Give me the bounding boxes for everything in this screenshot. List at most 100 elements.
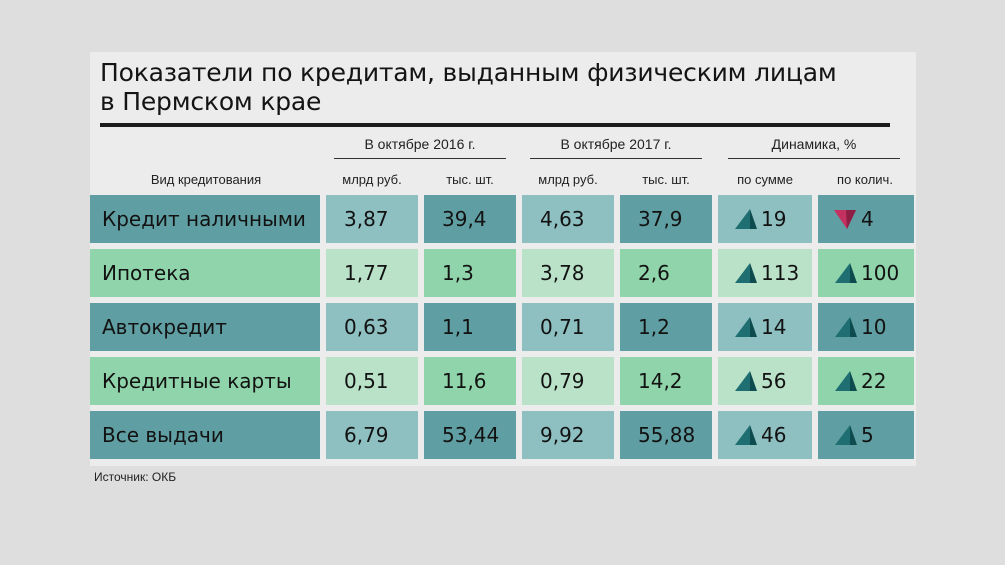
cell-v2016-mlrd: 0,63 — [326, 303, 418, 351]
triangle-up-icon — [835, 371, 857, 391]
cell-value: 1,3 — [442, 261, 474, 285]
header-group-2016: В октябре 2016 г. — [364, 136, 476, 152]
cell-v2016-tys: 53,44 — [424, 411, 516, 459]
cell-dyn-qty: 4 — [818, 195, 914, 243]
header-group-2017-rule — [530, 158, 702, 159]
title-underline — [100, 123, 890, 127]
table-row: Ипотека 1,77 1,3 3,78 2,6 113 100 — [90, 247, 916, 299]
cell-value: 55,88 — [638, 423, 696, 447]
cell-dyn-sum: 46 — [718, 411, 812, 459]
cell-dyn-sum: 19 — [718, 195, 812, 243]
header-2017-tys: тыс. шт. — [642, 172, 690, 187]
triangle-down-icon — [834, 210, 856, 229]
cell-value: Кредит наличными — [102, 207, 306, 231]
cell-value: 10 — [861, 315, 887, 339]
header-group-dynamics-rule — [728, 158, 900, 159]
triangle-up-icon — [735, 263, 757, 283]
table-row: Автокредит 0,63 1,1 0,71 1,2 14 10 — [90, 301, 916, 353]
cell-dyn-sum: 56 — [718, 357, 812, 405]
cell-value: Автокредит — [102, 315, 227, 339]
cell-dyn-qty: 100 — [818, 249, 914, 297]
cell-value: 46 — [761, 423, 787, 447]
source-note: Источник: ОКБ — [94, 470, 177, 484]
cell-value: 14 — [761, 315, 787, 339]
cell-name: Ипотека — [90, 249, 320, 297]
header-2017-mlrd: млрд руб. — [538, 172, 598, 187]
header-group-2016-rule — [334, 158, 506, 159]
header-group-dynamics: Динамика, % — [771, 136, 857, 152]
cell-value: 5 — [861, 423, 874, 447]
cell-name: Автокредит — [90, 303, 320, 351]
title-line-2: в Пермском крае — [100, 87, 322, 116]
cell-value: 6,79 — [344, 423, 389, 447]
cell-value: 4,63 — [540, 207, 585, 231]
cell-v2017-mlrd: 0,79 — [522, 357, 614, 405]
cell-value: 0,51 — [344, 369, 389, 393]
cell-value: 19 — [761, 207, 787, 231]
cell-name: Все выдачи — [90, 411, 320, 459]
cell-value: Ипотека — [102, 261, 191, 285]
header-row-label: Вид кредитования — [150, 172, 262, 187]
cell-value: 100 — [861, 261, 900, 285]
header-2016-mlrd: млрд руб. — [342, 172, 402, 187]
triangle-up-icon — [735, 317, 757, 337]
cell-value: Все выдачи — [102, 423, 224, 447]
cell-dyn-qty: 10 — [818, 303, 914, 351]
cell-v2017-mlrd: 3,78 — [522, 249, 614, 297]
triangle-up-icon — [735, 425, 757, 445]
triangle-up-icon — [735, 209, 757, 229]
cell-value: 22 — [861, 369, 887, 393]
triangle-up-icon — [735, 371, 757, 391]
cell-value: 2,6 — [638, 261, 670, 285]
cell-value: 1,1 — [442, 315, 474, 339]
cell-name: Кредит наличными — [90, 195, 320, 243]
cell-v2017-mlrd: 4,63 — [522, 195, 614, 243]
header-dyn-qty: по колич. — [837, 172, 893, 187]
cell-v2017-tys: 2,6 — [620, 249, 712, 297]
cell-value: 1,2 — [638, 315, 670, 339]
cell-v2016-mlrd: 1,77 — [326, 249, 418, 297]
triangle-up-icon — [835, 425, 857, 445]
cell-value: 0,71 — [540, 315, 585, 339]
cell-v2016-tys: 11,6 — [424, 357, 516, 405]
cell-value: 14,2 — [638, 369, 683, 393]
cell-value: 1,77 — [344, 261, 389, 285]
header-group-2017: В октябре 2017 г. — [560, 136, 672, 152]
cell-v2017-tys: 14,2 — [620, 357, 712, 405]
cell-v2016-mlrd: 0,51 — [326, 357, 418, 405]
cell-v2017-tys: 1,2 — [620, 303, 712, 351]
cell-value: 3,78 — [540, 261, 585, 285]
cell-v2017-mlrd: 9,92 — [522, 411, 614, 459]
cell-v2016-mlrd: 3,87 — [326, 195, 418, 243]
cell-value: 37,9 — [638, 207, 683, 231]
cell-value: 11,6 — [442, 369, 487, 393]
page-title: Показатели по кредитам, выданным физичес… — [100, 58, 880, 116]
cell-dyn-qty: 5 — [818, 411, 914, 459]
cell-v2017-mlrd: 0,71 — [522, 303, 614, 351]
header-dyn-sum: по сумме — [737, 172, 793, 187]
table-row: Кредитные карты 0,51 11,6 0,79 14,2 56 22 — [90, 355, 916, 407]
cell-v2017-tys: 55,88 — [620, 411, 712, 459]
cell-value: 53,44 — [442, 423, 500, 447]
triangle-up-icon — [835, 317, 857, 337]
triangle-up-icon — [835, 263, 857, 283]
cell-v2016-mlrd: 6,79 — [326, 411, 418, 459]
cell-value: 0,79 — [540, 369, 585, 393]
cell-v2016-tys: 39,4 — [424, 195, 516, 243]
cell-v2016-tys: 1,3 — [424, 249, 516, 297]
title-line-1: Показатели по кредитам, выданным физичес… — [100, 58, 837, 87]
cell-value: 113 — [761, 261, 800, 285]
cell-value: 3,87 — [344, 207, 389, 231]
cell-value: Кредитные карты — [102, 369, 292, 393]
cell-v2017-tys: 37,9 — [620, 195, 712, 243]
cell-v2016-tys: 1,1 — [424, 303, 516, 351]
cell-value: 4 — [861, 207, 874, 231]
table-row: Кредит наличными 3,87 39,4 4,63 37,9 19 4 — [90, 193, 916, 245]
cell-value: 0,63 — [344, 315, 389, 339]
cell-value: 56 — [761, 369, 787, 393]
cell-dyn-qty: 22 — [818, 357, 914, 405]
cell-value: 9,92 — [540, 423, 585, 447]
cell-dyn-sum: 14 — [718, 303, 812, 351]
table-row: Все выдачи 6,79 53,44 9,92 55,88 46 5 — [90, 409, 916, 461]
cell-dyn-sum: 113 — [718, 249, 812, 297]
